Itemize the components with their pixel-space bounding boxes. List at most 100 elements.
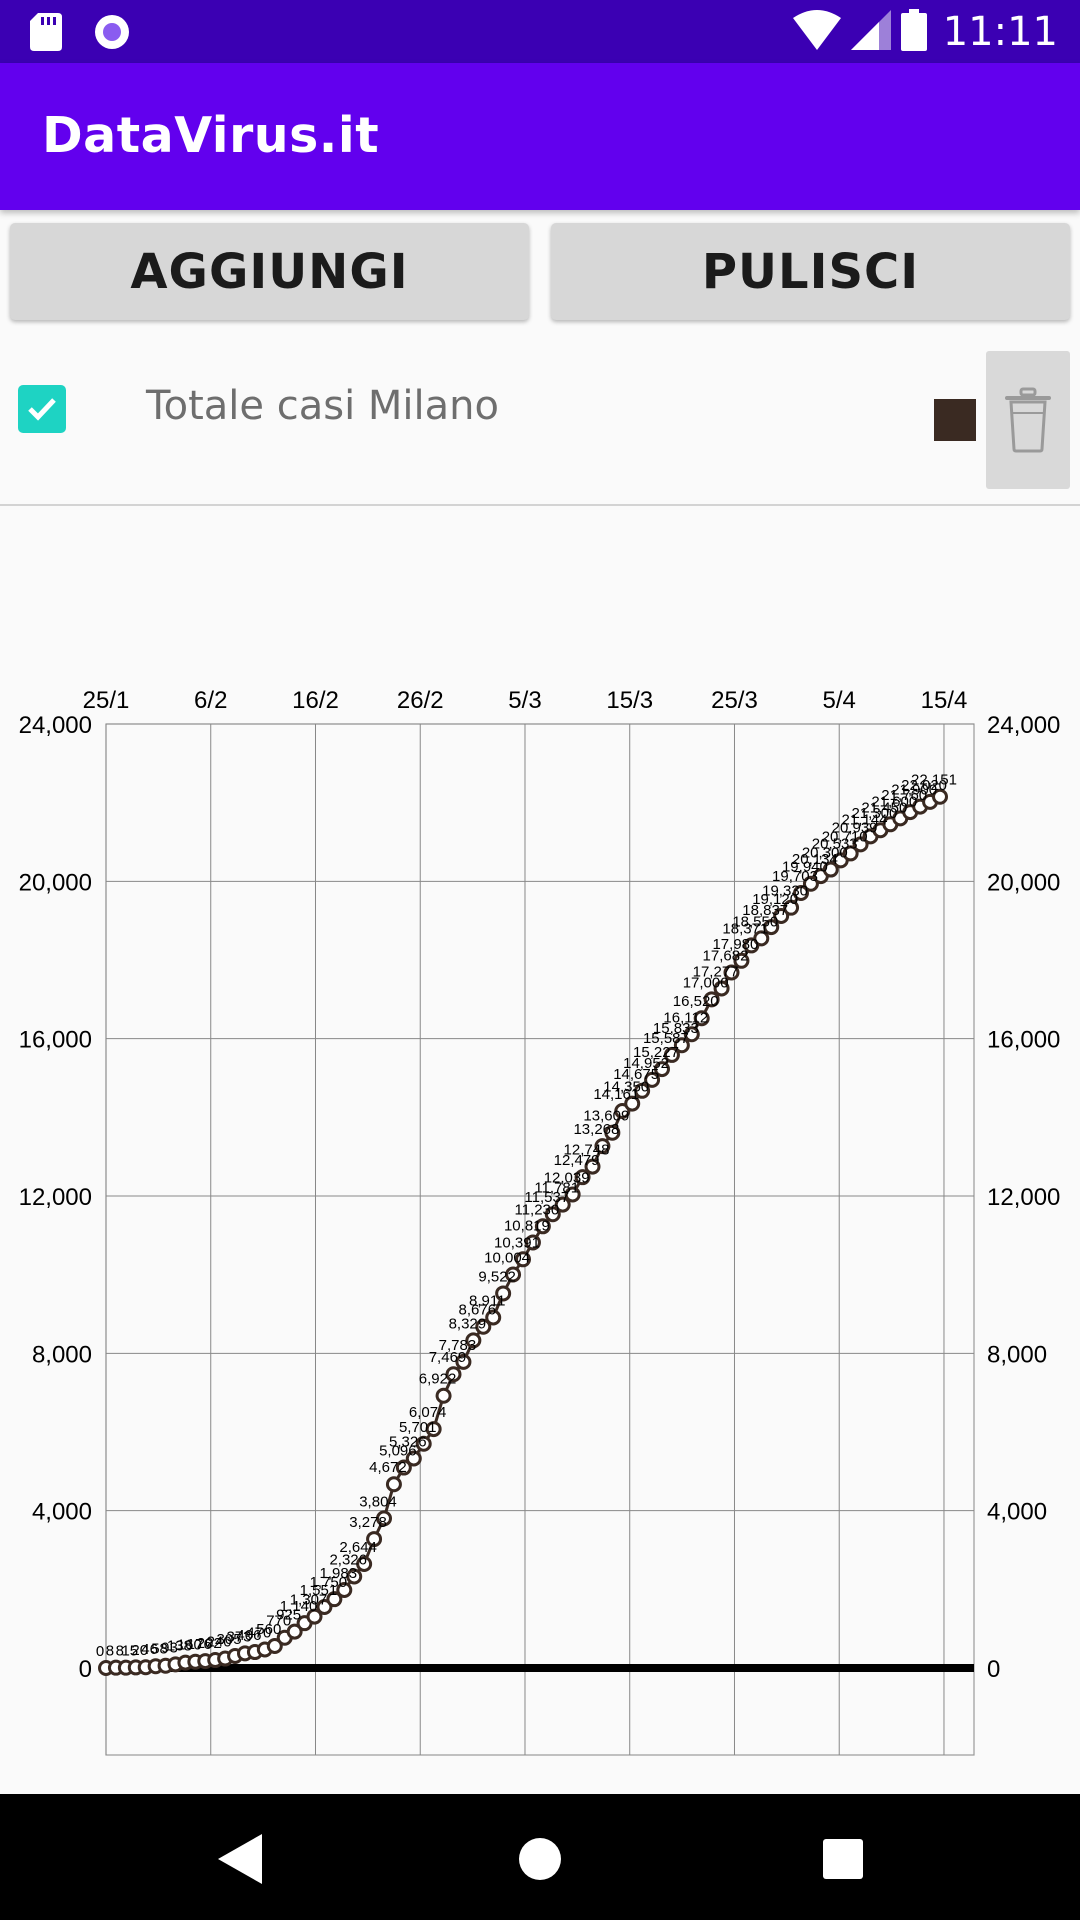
data-point bbox=[366, 1531, 383, 1548]
data-point bbox=[654, 1061, 670, 1078]
data-label: 18,550 bbox=[732, 913, 778, 930]
data-label: 202 bbox=[197, 1635, 222, 1652]
data-point bbox=[326, 1591, 343, 1608]
divider bbox=[0, 504, 1080, 506]
data-label: 5,096 bbox=[379, 1443, 417, 1460]
data-point bbox=[445, 1366, 462, 1383]
data-label: 8,329 bbox=[449, 1315, 487, 1332]
data-point bbox=[793, 885, 809, 902]
data-label: 18,371 bbox=[722, 920, 768, 937]
back-button[interactable] bbox=[205, 1824, 275, 1894]
data-label: 8 bbox=[106, 1643, 114, 1660]
check-icon bbox=[28, 398, 56, 421]
data-point bbox=[783, 899, 800, 916]
data-label: 12,479 bbox=[554, 1152, 600, 1169]
x-tick-label: 6/2 bbox=[194, 687, 227, 714]
data-point bbox=[932, 788, 948, 805]
data-label: 6,922 bbox=[419, 1371, 457, 1388]
data-label: 7,783 bbox=[439, 1337, 477, 1354]
data-point bbox=[405, 1450, 422, 1467]
data-label: 19,940 bbox=[782, 859, 828, 876]
series-color-swatch[interactable] bbox=[934, 399, 976, 441]
data-point bbox=[356, 1556, 373, 1573]
data-label: 176 bbox=[187, 1636, 212, 1653]
data-label: 93 bbox=[161, 1639, 178, 1656]
data-label: 3,804 bbox=[359, 1493, 397, 1510]
series-checkbox[interactable] bbox=[18, 385, 66, 433]
data-label: 14,675 bbox=[613, 1066, 659, 1083]
data-label: 2,644 bbox=[339, 1539, 377, 1556]
clock: 11:11 bbox=[942, 9, 1058, 55]
data-label: 9,522 bbox=[478, 1268, 516, 1285]
data-point bbox=[584, 1158, 601, 1175]
data-point bbox=[753, 930, 770, 947]
data-label: 3,278 bbox=[349, 1514, 387, 1531]
status-right-icons: 11:11 bbox=[792, 8, 1058, 56]
data-label: 11,781 bbox=[534, 1180, 579, 1197]
x-tick-label: 26/2 bbox=[397, 687, 444, 714]
data-label: 138 bbox=[167, 1638, 192, 1655]
data-point bbox=[455, 1353, 472, 1370]
data-point bbox=[842, 845, 859, 862]
data-label: 2,326 bbox=[329, 1552, 367, 1569]
data-point bbox=[624, 1095, 641, 1112]
data-point bbox=[713, 980, 730, 997]
data-label: 10,004 bbox=[484, 1250, 530, 1267]
data-label: 15,833 bbox=[653, 1020, 699, 1037]
data-point bbox=[376, 1510, 392, 1527]
data-point bbox=[644, 1071, 661, 1088]
wifi-icon bbox=[792, 10, 841, 54]
data-label: 19,120 bbox=[752, 891, 798, 908]
data-label: 8 bbox=[116, 1643, 124, 1660]
data-label: 6,074 bbox=[409, 1404, 447, 1421]
y-tick-label-right: 8,000 bbox=[987, 1341, 1047, 1368]
data-label: 18,837 bbox=[742, 902, 788, 919]
data-point bbox=[723, 964, 740, 981]
recents-button[interactable] bbox=[808, 1824, 878, 1894]
data-label: 13,268 bbox=[573, 1121, 619, 1138]
data-point bbox=[415, 1435, 432, 1452]
delete-series-button[interactable] bbox=[986, 351, 1070, 489]
data-point bbox=[634, 1082, 651, 1099]
data-point bbox=[673, 1037, 690, 1054]
data-label: 17,682 bbox=[703, 948, 749, 965]
data-label: 15,587 bbox=[643, 1030, 689, 1047]
app-title: DataVirus.it bbox=[42, 107, 380, 164]
data-point bbox=[524, 1234, 541, 1251]
data-label: 160 bbox=[177, 1637, 202, 1654]
data-label: 240 bbox=[207, 1634, 232, 1651]
series-list-item: Totale casi Milano bbox=[0, 345, 1080, 505]
data-label: 0 bbox=[96, 1643, 104, 1660]
data-label: 4,672 bbox=[369, 1459, 407, 1476]
y-tick-label-left: 8,000 bbox=[32, 1341, 92, 1368]
y-tick-label-left: 12,000 bbox=[19, 1184, 92, 1211]
data-point bbox=[564, 1186, 581, 1203]
x-tick-label: 16/2 bbox=[292, 687, 339, 714]
data-label: 22,151 bbox=[911, 772, 957, 789]
y-tick-label-left: 16,000 bbox=[19, 1027, 92, 1054]
data-point bbox=[266, 1637, 283, 1654]
back-icon bbox=[218, 1834, 262, 1884]
data-point bbox=[385, 1476, 402, 1493]
clear-button[interactable]: PULISCI bbox=[551, 223, 1070, 320]
data-point bbox=[534, 1218, 551, 1235]
data-label: 17,980 bbox=[712, 936, 758, 953]
data-label: 5,326 bbox=[389, 1434, 427, 1451]
data-label: 20 bbox=[131, 1642, 148, 1659]
data-label: 19,703 bbox=[772, 868, 818, 885]
data-label: 21,600 bbox=[871, 793, 917, 810]
trash-icon bbox=[1005, 387, 1051, 453]
data-point bbox=[465, 1332, 482, 1349]
data-label: 20,300 bbox=[802, 845, 848, 862]
data-point bbox=[554, 1196, 571, 1213]
line-chart[interactable]: 25/1 6/2 16/2 26/2 5/3 15/3 25/3 5/4 15/4 0 4,000… bbox=[0, 506, 1080, 1794]
data-point bbox=[435, 1387, 452, 1404]
data-label: 11,537 bbox=[524, 1189, 569, 1206]
data-label: 17,277 bbox=[693, 963, 739, 980]
data-label: 1,140 bbox=[280, 1598, 318, 1615]
add-button[interactable]: AGGIUNGI bbox=[10, 223, 529, 320]
home-button[interactable] bbox=[505, 1824, 575, 1894]
data-label: 770 bbox=[266, 1613, 291, 1630]
data-label: 21,760 bbox=[881, 787, 927, 804]
x-tick-label: 15/3 bbox=[606, 687, 653, 714]
